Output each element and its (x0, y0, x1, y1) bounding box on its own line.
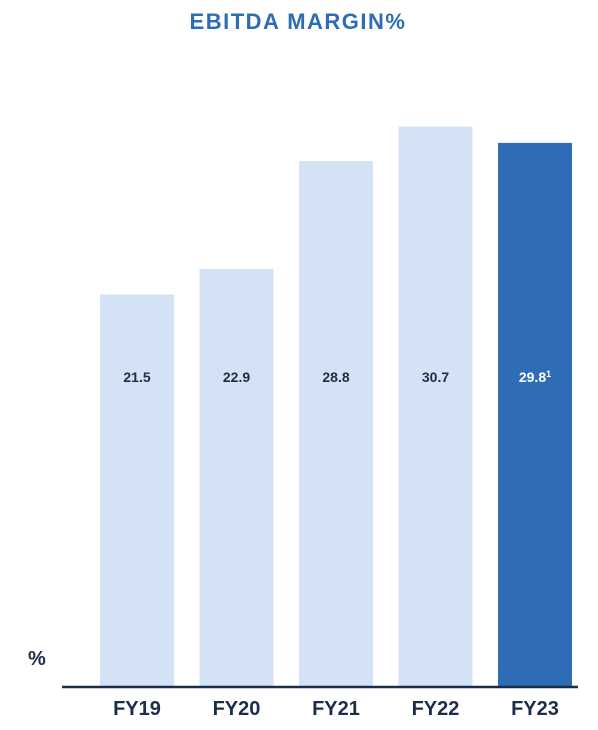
value-label-fy21: 28.8 (322, 369, 349, 385)
value-labels: 21.5 22.9 28.8 30.7 29.81 (123, 369, 551, 385)
value-label-fy22: 30.7 (422, 369, 449, 385)
x-axis-labels: FY19 FY20 FY21 FY22 FY23 (113, 698, 559, 720)
bar-fy20 (199, 268, 274, 687)
category-label-fy20: FY20 (213, 698, 261, 720)
chart-title: EBITDA MARGIN% (190, 9, 407, 34)
bar-fy22 (398, 126, 473, 687)
category-label-fy22: FY22 (412, 698, 460, 720)
category-label-fy19: FY19 (113, 698, 161, 720)
bar-fy23 (498, 142, 572, 688)
unit-label: % (28, 648, 46, 670)
bar-fy19 (100, 294, 174, 687)
value-label-fy20: 22.9 (223, 369, 250, 385)
bars (100, 126, 572, 688)
footnote-mark: 1 (546, 369, 551, 379)
category-label-fy21: FY21 (312, 698, 360, 720)
value-label-fy23: 29.81 (519, 369, 551, 385)
value-label-fy19: 21.5 (123, 369, 150, 385)
bar-fy21 (299, 161, 373, 688)
category-label-fy23: FY23 (511, 698, 559, 720)
